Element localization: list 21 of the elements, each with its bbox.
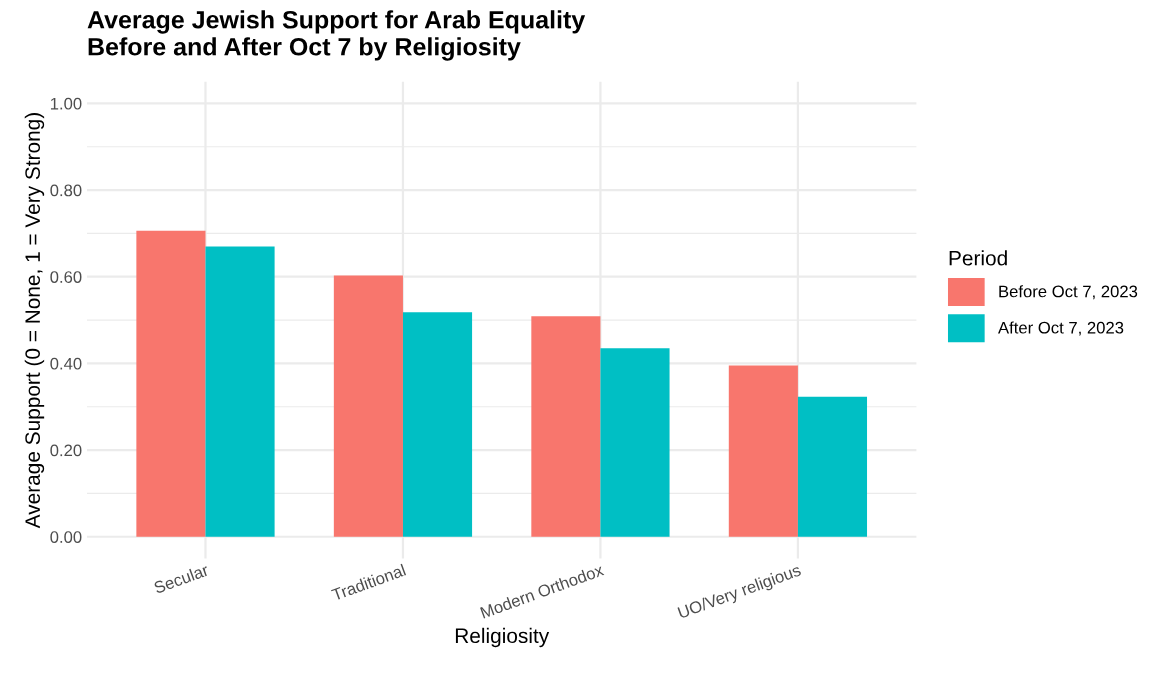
legend-label: After Oct 7, 2023 <box>998 321 1124 336</box>
y-tick-label: 0.00 <box>50 531 82 543</box>
y-tick-label: 0.60 <box>50 271 82 283</box>
bar <box>205 246 275 537</box>
bar <box>797 396 868 537</box>
legend-title: Period <box>949 250 1007 266</box>
y-tick-label: 0.80 <box>50 184 82 197</box>
y-tick-label: 0.20 <box>50 444 82 457</box>
bar <box>531 316 601 537</box>
x-tick-label: Secular <box>153 563 210 594</box>
y-axis-title: Average Support (0 = None, 1 = Very Strong) <box>24 113 45 529</box>
bar <box>728 365 798 537</box>
chart-title: Average Jewish Support for Arab Equality Before and After Oct 7 by Religiosity <box>87 10 586 61</box>
bar <box>600 348 670 537</box>
y-tick-label: 1.00 <box>50 97 82 110</box>
bar <box>136 230 206 537</box>
x-axis-title: Religiosity <box>455 627 550 648</box>
bar <box>333 275 403 537</box>
y-tick-label: 0.40 <box>50 357 82 370</box>
bar <box>402 312 473 537</box>
legend-label: Before Oct 7, 2023 <box>999 285 1138 300</box>
